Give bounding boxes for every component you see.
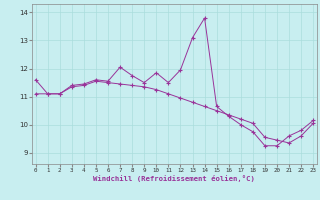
X-axis label: Windchill (Refroidissement éolien,°C): Windchill (Refroidissement éolien,°C) xyxy=(93,175,255,182)
